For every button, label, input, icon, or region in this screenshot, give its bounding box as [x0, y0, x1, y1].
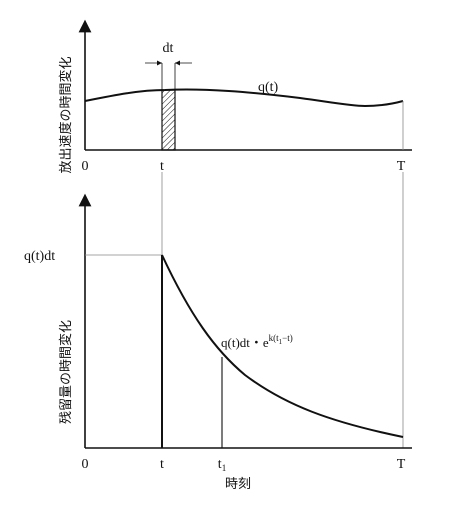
bottom-panel: q(t)dt q(t)dt・ek(t1−t) 0 t t1 T 時刻 残留量の時…	[24, 193, 412, 492]
top-panel: dt q(t) 0 t T 放出速度の時間変化	[58, 19, 412, 174]
dt-label: dt	[163, 41, 174, 56]
bottom-x-label: 時刻	[225, 477, 251, 492]
bottom-tick-end: T	[397, 457, 406, 472]
release-rate-curve	[84, 88, 404, 108]
decay-label: q(t)dt・ek(t1−t)	[221, 333, 293, 350]
dt-hatched-strip	[161, 89, 176, 151]
bottom-tick-t1: t1	[218, 457, 226, 473]
top-y-label: 放出速度の時間変化	[58, 56, 74, 173]
top-tick-end: T	[397, 159, 406, 174]
top-tick-t: t	[160, 159, 164, 174]
bottom-tick-t: t	[160, 457, 164, 472]
top-tick-origin: 0	[82, 159, 89, 174]
initial-level-label: q(t)dt	[24, 249, 55, 264]
bottom-y-label: 残留量の時間変化	[58, 320, 74, 424]
residue-decay-curve	[161, 254, 404, 438]
curve-label: q(t)	[258, 80, 279, 95]
bottom-tick-origin: 0	[82, 457, 89, 472]
